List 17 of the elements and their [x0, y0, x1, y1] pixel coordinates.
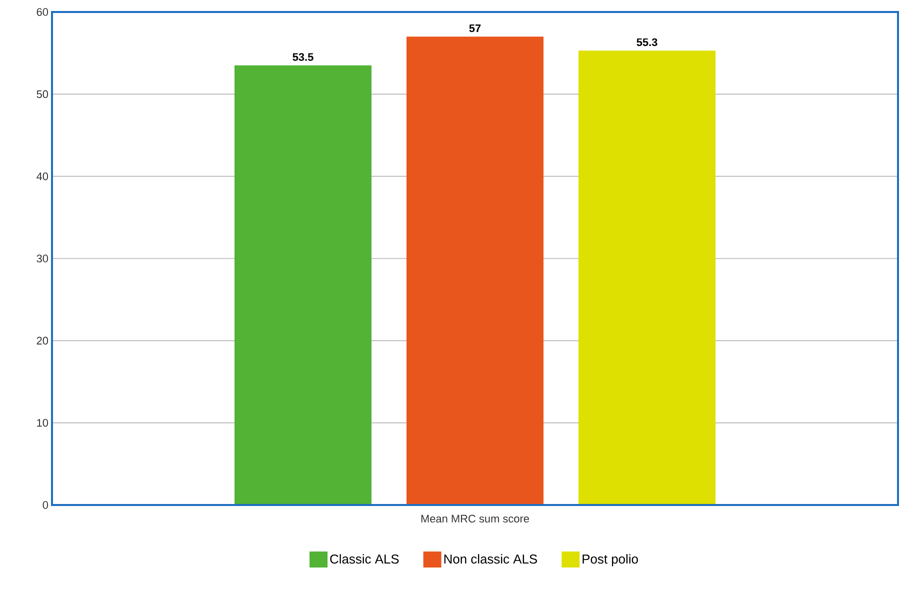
y-tick-label: 60: [36, 8, 48, 16]
y-tick-label: 40: [36, 172, 48, 180]
data-label: 53.5: [292, 53, 314, 61]
y-tick-label: 50: [36, 90, 48, 98]
legend-label: Post polio: [582, 554, 638, 566]
x-tick-label: Mean MRC sum score: [421, 514, 529, 523]
legend-label: Classic ALS: [330, 554, 399, 564]
y-tick-label: 0: [42, 501, 48, 509]
data-label: 57: [469, 24, 481, 32]
bar: [234, 65, 372, 505]
y-tick-label: 10: [37, 418, 48, 427]
y-tick-label: 20: [36, 336, 48, 345]
legend-label: Non classic ALS: [444, 554, 538, 564]
y-tick-label: 30: [36, 254, 48, 262]
data-label: 55.3: [636, 38, 658, 46]
bar: [578, 50, 716, 505]
bar: [406, 36, 544, 505]
